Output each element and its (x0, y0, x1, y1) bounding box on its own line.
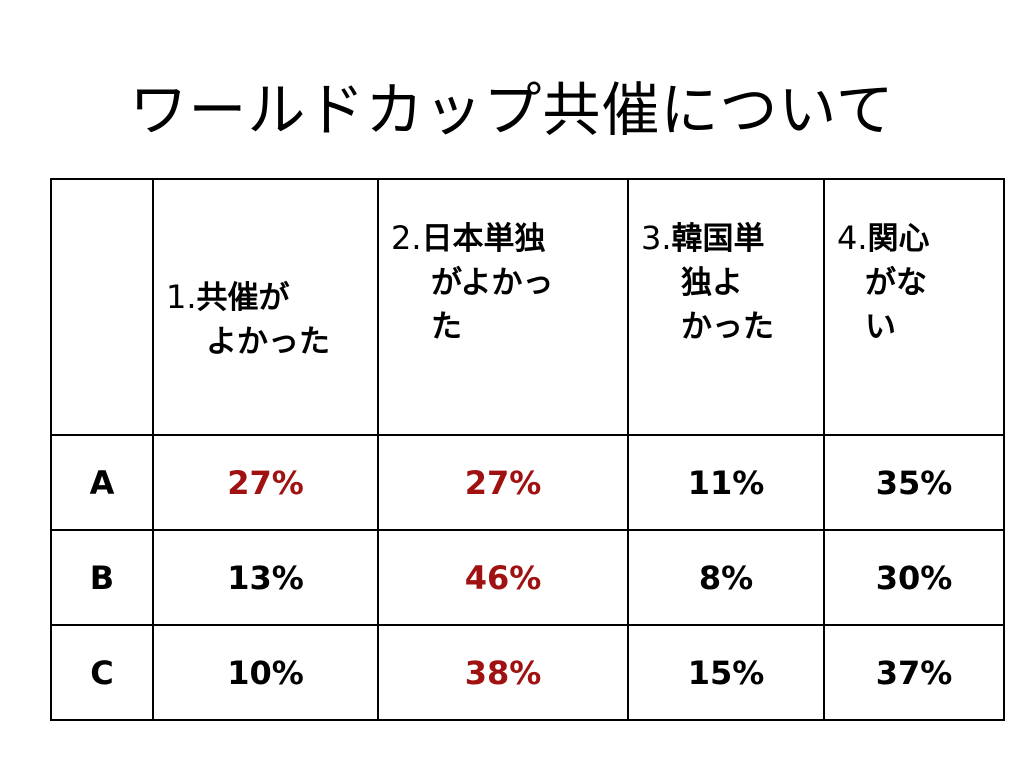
table-cell: 13% (152, 529, 379, 626)
header-number: 4. (837, 219, 868, 257)
header-label: 共催が (196, 279, 290, 316)
header-label: 韓国単 (671, 221, 765, 257)
table-cell: 27% (377, 434, 629, 531)
table-cell: 35% (823, 434, 1005, 531)
header-number: 2. (391, 219, 422, 257)
header-label: た (431, 309, 462, 345)
header-label: がよかっ (431, 265, 554, 301)
header-cell-3: 3.韓国単 独よ かった (627, 178, 825, 436)
table-cell: 30% (823, 529, 1005, 626)
table-row-b: B 13% 46% 8% 30% (50, 529, 1005, 626)
header-label: 独よ (681, 265, 743, 301)
table-cell: 46% (377, 529, 629, 626)
row-label: A (50, 434, 154, 531)
header-number: 1. (166, 277, 197, 316)
header-cell-4: 4.関心 がな い (823, 178, 1005, 436)
table-header-row: 1.共催が よかった 2.日本単独 がよかっ た 3.韓国単 独よ かった 4.… (50, 178, 1005, 436)
survey-table: 1.共催が よかった 2.日本単独 がよかっ た 3.韓国単 独よ かった 4.… (50, 178, 1005, 721)
table-cell: 8% (627, 529, 825, 626)
header-cell-2: 2.日本単独 がよかっ た (377, 178, 629, 436)
table-cell: 10% (152, 624, 379, 721)
header-label: かった (681, 309, 774, 345)
table-cell: 27% (152, 434, 379, 531)
table-row-a: A 27% 27% 11% 35% (50, 434, 1005, 531)
header-cell-1: 1.共催が よかった (152, 178, 379, 436)
table-row-c: C 10% 38% 15% 37% (50, 624, 1005, 721)
table-cell: 38% (377, 624, 629, 721)
header-label: い (865, 309, 896, 345)
header-label: 関心 (867, 221, 930, 257)
header-label: 日本単独 (421, 221, 546, 257)
corner-cell (50, 178, 154, 436)
table-cell: 11% (627, 434, 825, 531)
row-label: B (50, 529, 154, 626)
slide-title: ワールドカップ共催について (129, 76, 895, 144)
header-number: 3. (641, 219, 672, 257)
table-cell: 37% (823, 624, 1005, 721)
header-label: がな (865, 265, 927, 301)
row-label: C (50, 624, 154, 721)
header-label: よかった (206, 323, 330, 360)
table-cell: 15% (627, 624, 825, 721)
